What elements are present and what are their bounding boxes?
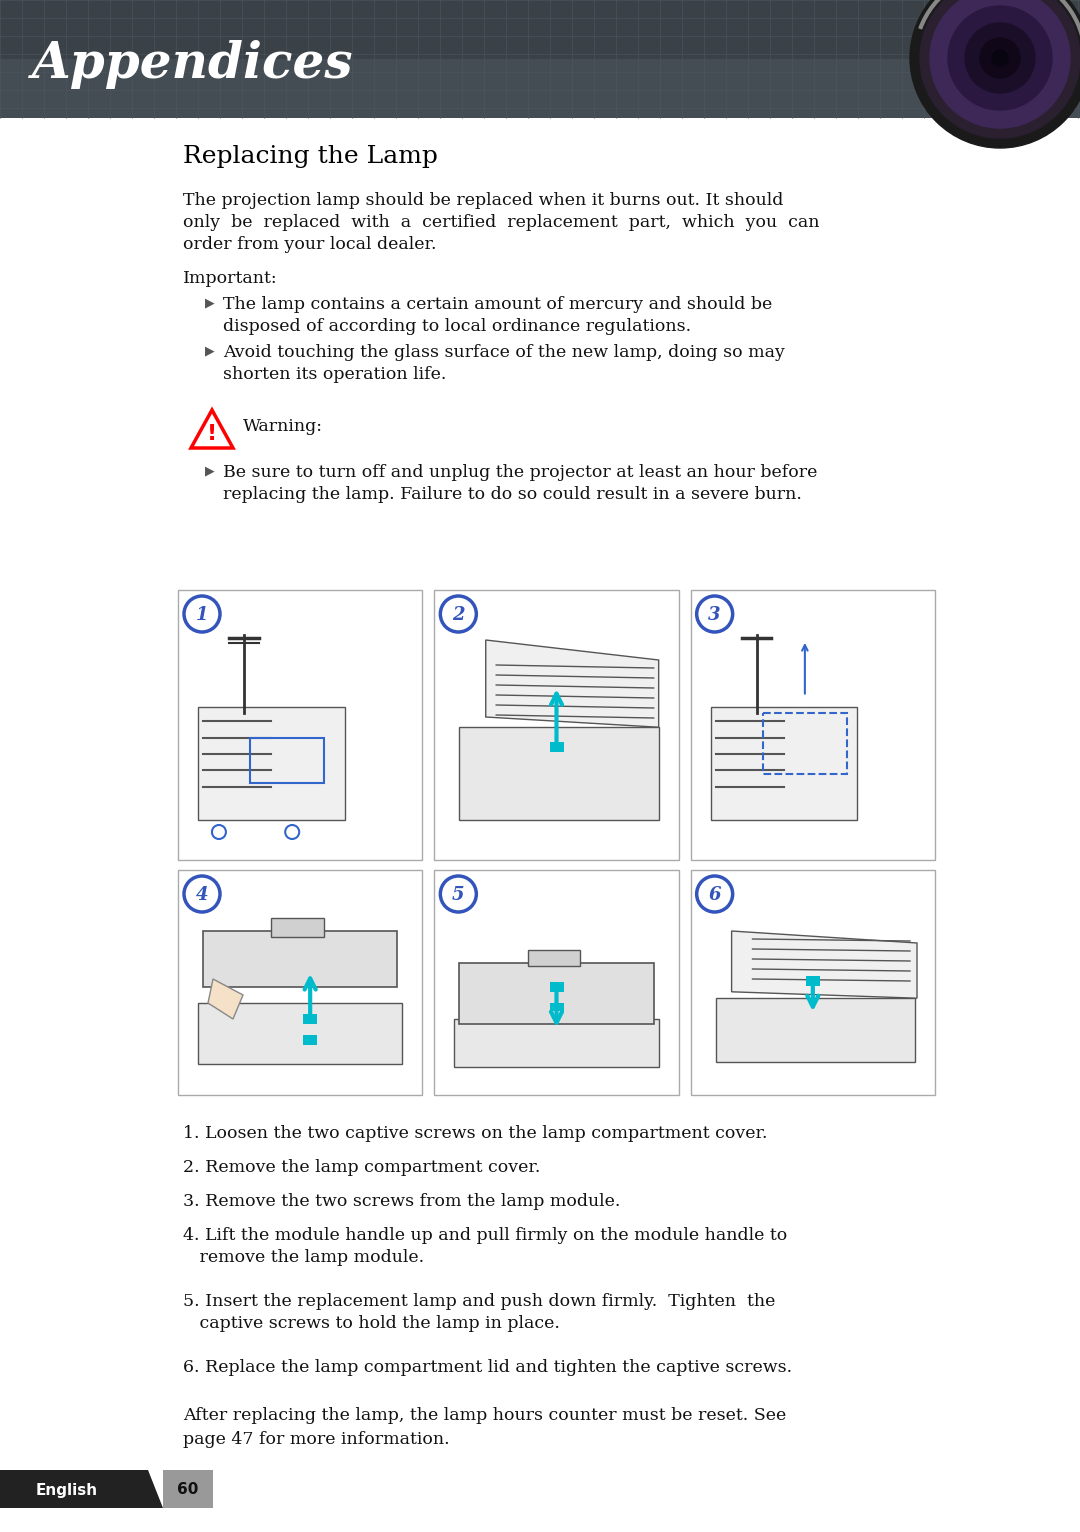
Text: remove the lamp module.: remove the lamp module. [183,1250,424,1267]
Text: English: English [36,1483,97,1497]
Circle shape [966,23,1035,93]
Text: 1. Loosen the two captive screws on the lamp compartment cover.: 1. Loosen the two captive screws on the … [183,1124,768,1141]
Text: Avoid touching the glass surface of the new lamp, doing so may: Avoid touching the glass surface of the … [222,345,785,362]
Bar [455,1019,659,1066]
Text: !: ! [207,423,217,444]
Circle shape [696,594,733,633]
Bar [0,0,1080,118]
Text: 2. Remove the lamp compartment cover.: 2. Remove the lamp compartment cover. [183,1160,540,1177]
Text: 5. Insert the replacement lamp and push down firmly.  Tighten  the: 5. Insert the replacement lamp and push … [183,1293,775,1310]
Bar [178,870,422,1095]
Circle shape [440,594,477,633]
Bar [303,1014,318,1025]
Text: order from your local dealer.: order from your local dealer. [183,236,436,253]
Polygon shape [486,640,659,728]
Bar [271,918,324,938]
Polygon shape [0,1471,163,1507]
Bar [762,712,847,774]
Circle shape [440,875,477,913]
Circle shape [183,875,221,913]
Text: Warning:: Warning: [243,418,323,435]
Circle shape [948,6,1052,110]
Text: shorten its operation life.: shorten its operation life. [222,366,446,383]
Circle shape [696,875,733,913]
Bar [203,931,397,987]
Circle shape [212,826,226,840]
Text: replacing the lamp. Failure to do so could result in a severe burn.: replacing the lamp. Failure to do so cou… [222,486,801,502]
Bar [459,964,653,1023]
Text: 4. Lift the module handle up and pull firmly on the module handle to: 4. Lift the module handle up and pull fi… [183,1227,787,1244]
Bar [716,999,915,1062]
Text: 5: 5 [453,885,464,904]
Circle shape [910,0,1080,149]
Text: ▶: ▶ [205,464,215,476]
Circle shape [930,0,1070,129]
Bar [711,706,858,820]
Polygon shape [731,931,917,999]
Text: ▶: ▶ [205,345,215,357]
Text: 3. Remove the two screws from the lamp module.: 3. Remove the two screws from the lamp m… [183,1193,620,1210]
Text: Important:: Important: [183,270,278,286]
Bar [434,590,678,859]
Circle shape [183,594,221,633]
Bar [178,590,422,859]
Bar [550,982,564,993]
Text: 2: 2 [453,607,464,624]
Text: The projection lamp should be replaced when it burns out. It should: The projection lamp should be replaced w… [183,192,783,208]
Bar [691,870,935,1095]
Circle shape [993,51,1008,66]
Polygon shape [191,411,233,447]
Bar [550,741,564,752]
Bar [691,590,935,859]
Text: After replacing the lamp, the lamp hours counter must be reset. See: After replacing the lamp, the lamp hours… [183,1406,786,1425]
Bar [806,976,820,985]
Circle shape [980,38,1020,78]
Bar [251,737,324,783]
Text: disposed of according to local ordinance regulations.: disposed of according to local ordinance… [222,319,691,336]
Bar [198,1003,403,1063]
Circle shape [285,826,299,840]
Text: Replacing the Lamp: Replacing the Lamp [183,146,437,169]
Text: page 47 for more information.: page 47 for more information. [183,1431,449,1448]
Bar [434,870,678,1095]
Text: The lamp contains a certain amount of mercury and should be: The lamp contains a certain amount of me… [222,296,772,313]
Bar [303,1036,318,1045]
Text: 1: 1 [195,607,208,624]
Text: ▶: ▶ [205,296,215,309]
Text: Be sure to turn off and unplug the projector at least an hour before: Be sure to turn off and unplug the proje… [222,464,818,481]
Bar [163,1471,213,1507]
Text: only  be  replaced  with  a  certified  replacement  part,  which  you  can: only be replaced with a certified replac… [183,214,820,231]
Bar [0,0,1080,60]
Text: 4: 4 [195,885,208,904]
Text: 6. Replace the lamp compartment lid and tighten the captive screws.: 6. Replace the lamp compartment lid and … [183,1359,792,1376]
Text: captive screws to hold the lamp in place.: captive screws to hold the lamp in place… [183,1316,559,1333]
Bar [198,706,345,820]
Text: Appendices: Appendices [32,40,353,89]
Bar [459,728,659,820]
Bar [550,1003,564,1011]
Text: 6: 6 [708,885,721,904]
Polygon shape [208,979,243,1019]
Bar [528,950,580,967]
Text: 3: 3 [708,607,721,624]
Circle shape [920,0,1080,138]
Text: 60: 60 [177,1483,199,1497]
